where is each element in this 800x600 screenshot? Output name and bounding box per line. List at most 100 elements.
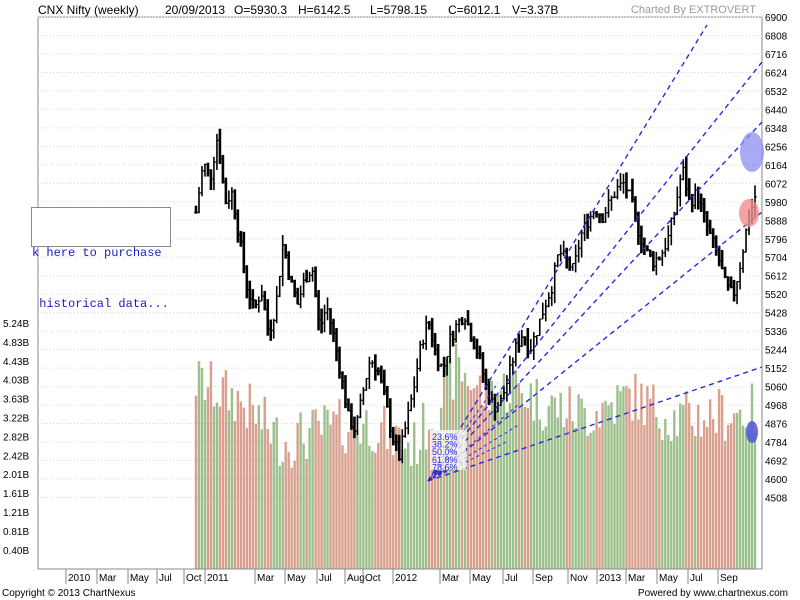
- date-tick-label: May: [287, 573, 306, 584]
- fan-level-label: 50.0%: [432, 447, 458, 457]
- volume-bar: [664, 418, 667, 569]
- fan-guide: [427, 423, 521, 482]
- volume-bar: [708, 399, 712, 569]
- volume-bar: [694, 435, 697, 569]
- date-tick-label: Sep: [720, 573, 738, 584]
- date-tick-label: Mar: [442, 573, 460, 584]
- volume-bar: [685, 391, 688, 569]
- volume-bar: [720, 395, 724, 569]
- volume-bar: [747, 429, 751, 569]
- volume-bar: [263, 396, 266, 569]
- purchase-data-tooltip[interactable]: k here to purchase historical data...: [31, 207, 171, 311]
- volume-bar: [637, 419, 640, 569]
- volume-bar: [430, 429, 434, 569]
- volume-bar: [418, 449, 422, 569]
- volume-bar: [649, 398, 652, 569]
- volume-bar: [416, 463, 419, 569]
- volume-bar: [317, 420, 320, 569]
- volume-bar: [410, 465, 413, 569]
- volume-bar: [538, 419, 541, 569]
- high-value: H=6142.5: [298, 3, 351, 17]
- volume-bar: [469, 390, 473, 569]
- price-tick-label: 5152: [765, 364, 788, 375]
- volume-bar: [407, 442, 410, 569]
- volume-bar: [427, 429, 431, 569]
- date-tick-label: Jul: [505, 573, 518, 584]
- volume-bar: [505, 412, 509, 569]
- volume-tick-label: 4.43B: [3, 357, 29, 368]
- volume-bar: [463, 372, 467, 569]
- date-tick-label: Mar: [628, 573, 646, 584]
- price-tick-label: 5336: [765, 327, 788, 338]
- volume-bar: [284, 442, 287, 569]
- price-tick-label: 6624: [765, 68, 788, 79]
- volume-bar: [580, 398, 583, 569]
- date-tick-label: 2012: [395, 573, 418, 584]
- volume-bar: [299, 412, 302, 569]
- volume-bar: [508, 402, 512, 569]
- volume-bar: [439, 407, 443, 569]
- tooltip-line-1: k here to purchase: [32, 246, 162, 260]
- price-tick-label: 6348: [765, 124, 788, 135]
- volume-tick-label: 2.82B: [3, 432, 29, 443]
- volume-bar: [601, 402, 604, 569]
- fan-line: [427, 121, 763, 482]
- volume-bar: [702, 420, 706, 569]
- volume-bar: [711, 419, 715, 569]
- volume-bar: [744, 427, 748, 569]
- volume-bar: [197, 361, 201, 569]
- volume-bar: [242, 407, 246, 569]
- volume-bar: [401, 449, 404, 569]
- volume-bar: [239, 401, 243, 569]
- volume-bar: [460, 381, 464, 569]
- date-axis: 2010 Mar May Jul Oct 2011 Mar May Jul Aug Oct 2012 M…: [38, 568, 762, 584]
- volume-bar: [726, 424, 730, 569]
- volume-bar: [586, 435, 589, 569]
- volume-bar: [574, 427, 577, 569]
- fan-guide: [427, 440, 509, 482]
- volume-bar: [293, 460, 296, 569]
- volume-bar: [383, 405, 386, 569]
- red-ellipse-marker: [739, 199, 759, 227]
- close-value: C=6012.1: [448, 3, 501, 17]
- volume-bar: [643, 424, 646, 569]
- volume-bar: [362, 423, 365, 569]
- volume-bar: [679, 403, 682, 569]
- copyright-text: Copyright © 2013 ChartNexus: [2, 588, 136, 599]
- powered-by-link[interactable]: Powered by www.chartnexus.com: [637, 588, 788, 599]
- volume-bar: [619, 391, 622, 569]
- volume-bar: [332, 411, 335, 569]
- price-tick-label: 5428: [765, 309, 788, 320]
- fibonacci-fan: 23.6%38.2%50.0%61.8%78.6%: [427, 24, 763, 482]
- volume-bar: [514, 369, 518, 569]
- price-bars: [194, 128, 757, 464]
- volume-bar: [392, 455, 395, 569]
- price-tick-label: 5612: [765, 272, 788, 283]
- price-tick-label: 6532: [765, 87, 788, 98]
- date-tick-label: Oct: [186, 573, 202, 584]
- price-tick-label: 6716: [765, 50, 788, 61]
- volume-bar: [329, 424, 332, 569]
- volume-bar: [550, 395, 553, 569]
- volume-bar: [335, 414, 338, 569]
- volume-bar: [750, 383, 754, 569]
- highlight-markers: [739, 132, 764, 443]
- volume-bar: [526, 408, 530, 569]
- volume-bar: [547, 405, 550, 569]
- volume-bar: [592, 430, 595, 569]
- volume-bar: [670, 441, 673, 569]
- volume-bar: [655, 417, 658, 569]
- volume-bar: [529, 383, 533, 569]
- volume-bar: [517, 383, 521, 569]
- volume-bar: [691, 425, 694, 569]
- price-tick-label: 6256: [765, 142, 788, 153]
- volume-bar: [278, 465, 281, 569]
- volume-bar: [535, 378, 538, 569]
- date-tick-label: Jul: [159, 573, 172, 584]
- volume-bars: [194, 344, 757, 569]
- date-tick-label: May: [472, 573, 491, 584]
- volume-bar: [502, 373, 506, 569]
- date-tick-label: May: [130, 573, 149, 584]
- volume-bar: [598, 427, 601, 569]
